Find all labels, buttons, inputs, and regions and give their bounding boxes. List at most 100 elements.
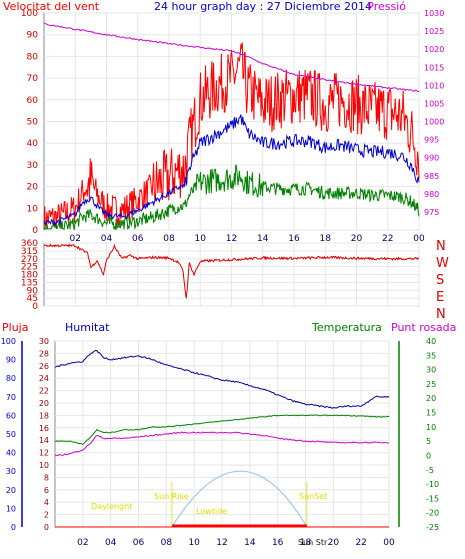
pressure-tick-label: 1005 [424, 99, 444, 108]
pressure-tick-label: 995 [424, 136, 439, 145]
sun-arc-group [171, 470, 308, 528]
pressure-tick-label: 1015 [424, 63, 444, 72]
direction-tick-label: 225 [21, 263, 38, 273]
temperature-tick-label: 30 [426, 366, 436, 375]
x-tick-label: 16 [288, 234, 300, 244]
x-tick-label: 10 [188, 538, 200, 548]
temperature-label: Temperatura [311, 321, 382, 334]
x-tick-label: 12 [226, 234, 237, 244]
sun-str-label: Sun Str [298, 538, 328, 547]
dewpoint-line [54, 431, 390, 457]
x-tick-label: 02 [70, 234, 81, 244]
pressure-tick-label: 1020 [424, 45, 444, 54]
climate-x-axis: 02 04 06 08 10 12 14 16 18 20 22 00 [77, 538, 395, 548]
humidity-tick-label: 26 [39, 362, 49, 371]
pressure-tick-label: 1025 [424, 27, 444, 36]
x-tick-label: 08 [163, 234, 175, 244]
wind-tick-label: 30 [27, 161, 39, 171]
temperature-tick-label: 0 [426, 451, 431, 460]
x-tick-label: 20 [351, 234, 363, 244]
wind-low-line [43, 164, 420, 231]
humidity-tick-label: 0 [44, 523, 49, 532]
x-tick-label: 00 [413, 234, 425, 244]
climate-grid [55, 340, 390, 528]
direction-tick-label: 360 [21, 239, 38, 249]
x-tick-label: 10 [195, 234, 207, 244]
pressure-tick-label: 980 [424, 190, 439, 199]
lowtide-label: Lowtide [196, 507, 227, 516]
temperature-tick-label: 25 [426, 380, 436, 389]
wind-pressure-x-axis: 02 04 06 08 10 12 14 16 18 20 22 00 [70, 234, 425, 244]
x-tick-label: 14 [244, 538, 256, 548]
x-tick-label: 04 [105, 538, 117, 548]
x-tick-label: 04 [101, 234, 113, 244]
pressure-tick-label: 1030 [424, 9, 444, 18]
humidity-tick-label: 8 [44, 473, 49, 482]
daylength-label: Daylenght [91, 502, 132, 511]
temperature-tick-label: 20 [426, 394, 436, 403]
direction-labels: N W S E N [436, 239, 449, 322]
temperature-tick-label: -15 [426, 494, 439, 503]
sunset-label: SunSet [299, 492, 327, 501]
rain-tick-label: 50 [6, 430, 16, 439]
x-tick-label: 16 [272, 538, 284, 548]
wind-direction-grid [44, 242, 420, 307]
x-tick-label: 20 [328, 538, 340, 548]
rain-tick-label: 90 [6, 356, 16, 365]
humidity-tick-label: 18 [39, 411, 49, 420]
wind-tick-label: 40 [27, 139, 39, 149]
dewpoint-label: Punt rosada [391, 321, 456, 334]
temperature-axis: -25 -20 -15 -10 -5 0 5 10 15 20 25 30 35 40 [398, 337, 439, 532]
x-tick-label: 00 [383, 538, 395, 548]
humidity-tick-label: 16 [39, 424, 49, 433]
x-tick-label: 08 [161, 538, 173, 548]
temperature-tick-label: 40 [426, 337, 436, 346]
wind-tick-label: 50 [27, 118, 39, 128]
pressure-tick-label: 1000 [424, 118, 444, 127]
humidity-tick-label: 6 [44, 486, 49, 495]
x-tick-label: 06 [133, 538, 145, 548]
temperature-tick-label: 35 [426, 351, 436, 360]
temperature-tick-label: -20 [426, 509, 439, 518]
direction-label-e: E [436, 290, 444, 305]
sunrise-label: Sun Rise [154, 492, 189, 501]
humidity-tick-label: 2 [44, 511, 49, 520]
rain-tick-label: 20 [6, 486, 16, 495]
wind-direction-line [43, 243, 420, 299]
humidity-tick-label: 24 [39, 374, 49, 383]
direction-tick-label: 180 [21, 271, 38, 281]
wind-pressure-series [43, 22, 420, 231]
rain-axis: 0 10 20 30 40 50 60 70 80 90 100 [1, 337, 16, 532]
direction-label-n-bottom: N [436, 307, 446, 322]
wind-average-line [43, 114, 420, 227]
rain-tick-label: 60 [6, 411, 16, 420]
temperature-tick-label: -10 [426, 480, 439, 489]
temperature-tick-label: 10 [426, 423, 436, 432]
wind-speed-label: Velocitat del vent [3, 0, 100, 13]
humidity-tick-label: 22 [39, 387, 49, 396]
wind-tick-label: 0 [32, 226, 38, 236]
wind-tick-label: 60 [27, 96, 39, 106]
wind-tick-label: 90 [27, 31, 39, 41]
x-tick-label: 02 [77, 538, 88, 548]
direction-tick-label: 270 [21, 255, 38, 265]
x-tick-label: 22 [355, 538, 366, 548]
wind-tick-label: 100 [21, 9, 38, 19]
direction-tick-label: 315 [21, 247, 38, 257]
humidity-line [54, 349, 390, 409]
humidity-label: Humitat [65, 321, 110, 334]
direction-tick-label: 135 [21, 278, 38, 288]
rain-tick-label: 100 [1, 337, 16, 346]
humidity-tick-label: 10 [39, 461, 49, 470]
rain-tick-label: 80 [6, 374, 16, 383]
pressure-tick-label: 985 [424, 172, 439, 181]
temperature-line [54, 414, 390, 445]
wind-direction-series [43, 243, 420, 299]
temperature-tick-label: -25 [426, 523, 439, 532]
direction-label-n-top: N [436, 239, 446, 254]
rain-tick-label: 40 [6, 449, 16, 458]
x-tick-label: 12 [216, 538, 227, 548]
wind-gust-line [43, 42, 420, 229]
